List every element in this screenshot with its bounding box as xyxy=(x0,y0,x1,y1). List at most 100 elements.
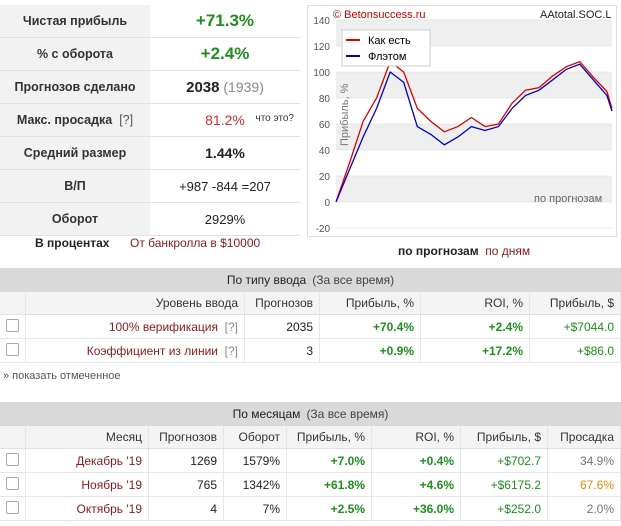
entry-profit: +70.4% xyxy=(319,314,421,339)
stat-label-wrap: Макс. просадка [?] xyxy=(0,104,150,136)
month-turnover: 1342% xyxy=(223,472,287,497)
entry-count: 2035 xyxy=(244,314,320,339)
help-link[interactable]: [?] xyxy=(224,343,238,358)
row-checkbox[interactable] xyxy=(6,500,19,514)
month-roi: +0.4% xyxy=(371,448,461,473)
axis-mode-group: по прогнозам по дням xyxy=(398,244,530,258)
col-header: Просадка xyxy=(547,426,621,449)
section-subtitle: (За все время) xyxy=(312,273,395,287)
y-tick-label: 80 xyxy=(319,94,331,105)
row-select-cell xyxy=(0,448,26,473)
stat-turnover-pct: % с оборота +2.4% xyxy=(0,38,300,71)
row-select-cell xyxy=(0,472,26,497)
stat-label: Прогнозов сделано xyxy=(0,71,150,103)
entry-level-cell: 100% верификация [?] xyxy=(25,314,245,339)
axis-mode-days[interactable]: по дням xyxy=(485,244,531,258)
month-profit: +7.0% xyxy=(286,448,372,473)
series-line xyxy=(335,60,613,203)
row-checkbox[interactable] xyxy=(6,476,19,490)
stat-value: +2.4% xyxy=(200,44,250,63)
col-header: Прибыль, $ xyxy=(460,426,548,449)
month-name: Декабрь '19 xyxy=(25,448,149,473)
months-table: Месяц Прогнозов Оборот Прибыль, % ROI, %… xyxy=(0,426,621,521)
row-checkbox[interactable] xyxy=(6,318,19,332)
entry-level-cell: Коэффициент из линии [?] xyxy=(25,338,245,363)
table-header-row: Уровень ввода Прогнозов Прибыль, % ROI, … xyxy=(0,292,621,315)
stat-value: +71.3% xyxy=(195,11,255,30)
col-header: Оборот xyxy=(223,426,287,449)
stat-value: 2038 xyxy=(186,78,220,96)
row-checkbox[interactable] xyxy=(6,452,19,466)
what-is-this-link[interactable]: что это? xyxy=(255,113,295,124)
table-row: Ноябрь '19 765 1342% +61.8% +4.6% +$6175… xyxy=(0,472,621,497)
stat-forecasts: Прогнозов сделано 2038 (1939) xyxy=(0,71,300,104)
y-tick-label: 40 xyxy=(319,146,331,157)
col-header: ROI, % xyxy=(420,292,530,315)
months-section-header: По месяцам (За все время) xyxy=(0,402,621,426)
table-header-row: Месяц Прогнозов Оборот Прибыль, % ROI, %… xyxy=(0,426,621,449)
show-marked-link[interactable]: » показать отмеченное xyxy=(3,370,121,382)
month-usd: +$6175.2 xyxy=(460,472,548,497)
series-line xyxy=(335,63,613,203)
month-turnover: 7% xyxy=(223,496,287,521)
entry-table: Уровень ввода Прогнозов Прибыль, % ROI, … xyxy=(0,292,621,363)
col-header: Уровень ввода xyxy=(25,292,245,315)
series-lines xyxy=(335,60,613,203)
y-tick-label: -20 xyxy=(316,224,331,235)
col-header: ROI, % xyxy=(371,426,461,449)
stat-label: Средний размер xyxy=(0,137,150,169)
month-usd: +$252.0 xyxy=(460,496,548,521)
row-checkbox[interactable] xyxy=(6,342,19,356)
mode-bankroll[interactable]: От банкролла в $10000 xyxy=(130,236,261,250)
month-count: 4 xyxy=(148,496,224,521)
stat-turnover: Оборот 2929% xyxy=(0,203,300,236)
stat-value: 1.44% xyxy=(205,145,245,161)
legend-box xyxy=(341,29,431,67)
month-drawdown: 2.0% xyxy=(547,496,621,521)
month-drawdown: 67.6% xyxy=(547,472,621,497)
month-usd: +$702.7 xyxy=(460,448,548,473)
month-profit: +61.8% xyxy=(286,472,372,497)
y-ticks: -20 0 20 40 60 80 100 120 140 xyxy=(313,16,612,235)
profit-chart: -20 0 20 40 60 80 100 120 140 © Betonsuccess.ru … xyxy=(307,5,617,237)
month-roi: +4.6% xyxy=(371,472,461,497)
entry-usd: +$7044.0 xyxy=(529,314,621,339)
table-row: 100% верификация [?] 2035 +70.4% +2.4% +… xyxy=(0,314,621,339)
stat-value-wrap: 81.2% что это? xyxy=(150,104,300,136)
stat-label: Макс. просадка xyxy=(16,113,113,127)
stats-panel: Чистая прибыль +71.3% % с оборота +2.4% … xyxy=(0,5,300,236)
help-link[interactable]: [?] xyxy=(224,319,238,334)
entry-section-header: По типу ввода (За все время) xyxy=(0,268,621,292)
month-profit: +2.5% xyxy=(286,496,372,521)
month-count: 1269 xyxy=(148,448,224,473)
stat-value: +987 -844 =207 xyxy=(179,178,271,194)
chart-ylabel: Прибыль, % xyxy=(339,83,351,146)
legend-label: Как есть xyxy=(368,35,411,47)
chart-watermark: © Betonsuccess.ru xyxy=(333,9,425,21)
help-link[interactable]: [?] xyxy=(119,113,134,127)
table-row: Октябрь '19 4 7% +2.5% +36.0% +$252.0 2.… xyxy=(0,496,621,521)
month-turnover: 1579% xyxy=(223,448,287,473)
col-header: Прибыль, % xyxy=(286,426,372,449)
legend-label: Флэтом xyxy=(368,51,406,63)
col-header xyxy=(0,426,26,449)
stat-extra: (1939) xyxy=(223,79,264,95)
entry-count: 3 xyxy=(244,338,320,363)
grid-band xyxy=(336,124,612,150)
grid-band xyxy=(336,176,612,202)
chart-corner-label: по прогнозам xyxy=(534,193,602,205)
stat-label: Чистая прибыль xyxy=(0,5,150,37)
axis-mode-forecasts[interactable]: по прогнозам xyxy=(398,244,479,258)
stat-win-loss: В/П +987 -844 =207 xyxy=(0,170,300,203)
y-tick-label: 120 xyxy=(313,42,330,53)
stat-label: % с оборота xyxy=(0,38,150,70)
entry-profit: +0.9% xyxy=(319,338,421,363)
y-tick-label: 60 xyxy=(319,120,331,131)
col-header xyxy=(0,292,26,315)
month-drawdown: 34.9% xyxy=(547,448,621,473)
stat-avg-size: Средний размер 1.44% xyxy=(0,137,300,170)
entry-level: Коэффициент из линии xyxy=(86,343,218,358)
y-tick-label: 140 xyxy=(313,16,330,27)
mode-percent[interactable]: В процентах xyxy=(35,236,110,250)
